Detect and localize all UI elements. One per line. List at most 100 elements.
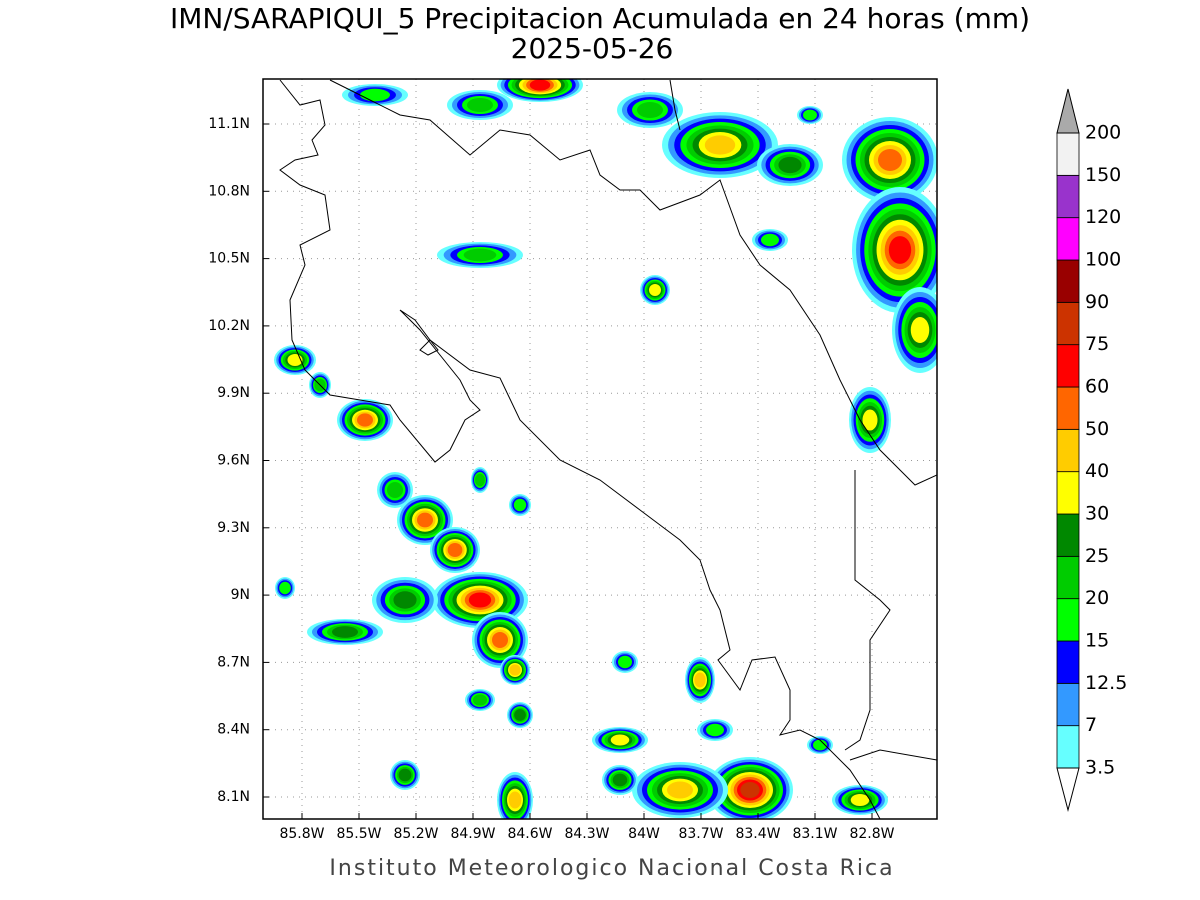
precip-contour bbox=[910, 317, 930, 343]
colorbar-label: 120 bbox=[1085, 206, 1121, 228]
precip-contour bbox=[649, 284, 661, 296]
precip-contour bbox=[637, 102, 663, 118]
precip-contour bbox=[509, 664, 521, 676]
lon-tick-label: 85.8W bbox=[279, 826, 324, 842]
colorbar-swatch bbox=[1056, 132, 1080, 176]
precip-contour bbox=[706, 723, 724, 737]
precip-contour bbox=[740, 782, 760, 798]
colorbar-label: 7 bbox=[1085, 714, 1097, 736]
colorbar-swatch bbox=[1056, 555, 1080, 600]
precip-contour bbox=[287, 354, 303, 366]
precip-contour bbox=[357, 413, 373, 427]
precip-contour bbox=[878, 149, 902, 171]
colorbar-label: 40 bbox=[1085, 460, 1109, 482]
colorbar-label: 3.5 bbox=[1085, 757, 1115, 779]
precip-contour bbox=[473, 694, 487, 706]
precip-contour bbox=[393, 591, 417, 609]
precip-contour bbox=[447, 543, 463, 557]
precip-contour bbox=[610, 734, 630, 746]
lat-tick-label: 8.7N bbox=[217, 654, 250, 670]
colorbar-under bbox=[1056, 767, 1080, 812]
precip-contour bbox=[612, 773, 628, 787]
title: IMN/SARAPIQUI_5 Precipitacion Acumulada … bbox=[170, 2, 1030, 35]
precip-contour bbox=[508, 791, 522, 809]
lon-tick-label: 85.5W bbox=[336, 826, 381, 842]
lon-tick-label: 83.7W bbox=[678, 826, 723, 842]
lon-tick-label: 83.1W bbox=[792, 826, 837, 842]
lon-tick-label: 82.8W bbox=[849, 826, 894, 842]
precip-contour bbox=[468, 592, 492, 608]
lat-tick-label: 9.6N bbox=[217, 453, 250, 469]
colorbar-label: 60 bbox=[1085, 376, 1109, 398]
precip-contour bbox=[398, 768, 412, 782]
lon-tick-label: 85.2W bbox=[393, 826, 438, 842]
precip-contour bbox=[803, 109, 817, 121]
precip-contour bbox=[513, 498, 527, 512]
lon-tick-label: 84.3W bbox=[564, 826, 609, 842]
lat-tick-label: 10.8N bbox=[208, 183, 250, 199]
precip-contour bbox=[761, 233, 779, 247]
map-frame bbox=[262, 78, 938, 820]
precip-contour bbox=[417, 512, 433, 528]
colorbar-swatch bbox=[1056, 725, 1080, 769]
precip-contour bbox=[467, 98, 493, 112]
colorbar-swatch bbox=[1056, 682, 1080, 727]
colorbar-label: 150 bbox=[1085, 164, 1121, 186]
colorbar-label: 15 bbox=[1085, 630, 1109, 652]
precip-contour bbox=[618, 655, 632, 669]
colorbar-swatch bbox=[1056, 386, 1080, 430]
precip-contour bbox=[463, 248, 497, 262]
lat-tick-label: 8.4N bbox=[217, 722, 250, 738]
precip-contour bbox=[888, 236, 912, 264]
precip-contour bbox=[850, 794, 870, 806]
precip-contour bbox=[694, 672, 706, 688]
colorbar-label: 100 bbox=[1085, 249, 1121, 271]
precip-contour bbox=[813, 739, 827, 751]
colorbar-over bbox=[1056, 88, 1080, 134]
lon-tick-label: 84W bbox=[628, 826, 660, 842]
colorbar-label: 90 bbox=[1085, 291, 1109, 313]
precip-fields bbox=[274, 79, 937, 819]
colorbar-label: 75 bbox=[1085, 333, 1109, 355]
lon-tick-label: 84.6W bbox=[507, 826, 552, 842]
date: 2025-05-26 bbox=[511, 32, 674, 65]
precip-contour bbox=[514, 709, 526, 721]
colorbar-swatch bbox=[1056, 259, 1080, 303]
colorbar-label: 20 bbox=[1085, 587, 1109, 609]
colorbar-label: 12.5 bbox=[1085, 672, 1127, 694]
lat-tick-label: 9N bbox=[231, 587, 250, 603]
precip-contour bbox=[492, 632, 508, 648]
colorbar-swatch bbox=[1056, 513, 1080, 557]
precip-contour bbox=[360, 88, 390, 102]
precip-contour bbox=[279, 581, 291, 595]
colorbar-swatch bbox=[1056, 471, 1080, 515]
axis-ticks: 85.8W 85.5W 85.2W 84.9W 84.6W 84.3W 84W 83.7W 83… bbox=[208, 116, 894, 842]
precip-contour bbox=[704, 135, 736, 155]
colorbar-swatch bbox=[1056, 640, 1080, 684]
lon-tick-label: 83.4W bbox=[735, 826, 780, 842]
colorbar-swatch bbox=[1056, 598, 1080, 642]
precip-contour bbox=[475, 473, 485, 487]
precip-contour bbox=[529, 79, 551, 91]
precip-contour bbox=[862, 409, 878, 431]
lat-tick-label: 10.2N bbox=[208, 318, 250, 334]
footer: Instituto Meteorologico Nacional Costa R… bbox=[329, 856, 894, 881]
colorbar-label: 50 bbox=[1085, 418, 1109, 440]
colorbar-label: 200 bbox=[1085, 122, 1121, 144]
colorbar-swatch bbox=[1056, 428, 1080, 473]
coastlines bbox=[279, 79, 937, 819]
lat-tick-label: 9.3N bbox=[217, 520, 250, 536]
lon-tick-label: 84.9W bbox=[450, 826, 495, 842]
precip-contour bbox=[332, 626, 358, 638]
lat-tick-label: 8.1N bbox=[217, 789, 250, 805]
grid bbox=[263, 79, 937, 819]
colorbar-swatch bbox=[1056, 344, 1080, 388]
lat-tick-label: 10.5N bbox=[208, 251, 250, 267]
precip-contour bbox=[387, 482, 403, 498]
colorbar: 3.5 7 12.5 15 20 25 30 40 50 60 75 90 100 120 150 200 bbox=[1056, 88, 1127, 812]
colorbar-label: 30 bbox=[1085, 503, 1109, 525]
lat-tick-label: 9.9N bbox=[217, 385, 250, 401]
precip-contour bbox=[667, 781, 693, 799]
colorbar-swatch bbox=[1056, 174, 1080, 219]
